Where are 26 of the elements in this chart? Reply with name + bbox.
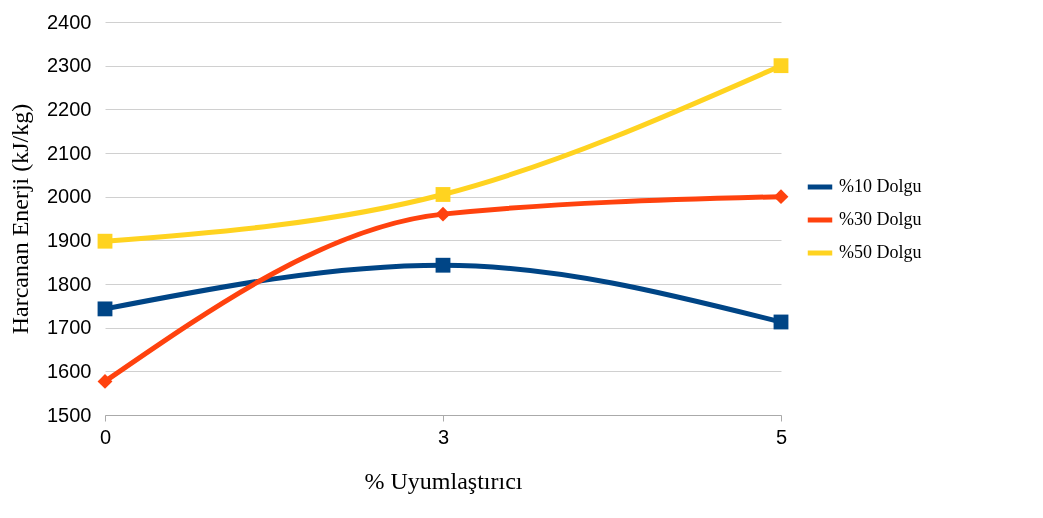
y-tick-label: 2100 [47,141,92,164]
point [435,187,451,202]
y-tick-label: 2000 [47,185,92,208]
point [97,301,113,317]
y-axis-title: Harcanan Enerji (kJ/kg) [7,103,34,335]
point [97,373,113,389]
point [97,233,113,249]
point [435,206,451,222]
x-tick-label: 3 [437,425,450,448]
legend-label: %50 Dolgu [839,242,922,262]
y-tick-label: 2300 [47,54,92,77]
point [773,58,789,74]
y-tick-label: 1700 [47,316,92,339]
point [773,189,789,205]
legend-label: %10 Dolgu [839,176,922,196]
y-tick-label: 1500 [47,403,92,426]
y-tick-label: 1900 [47,228,92,251]
x-axis-title: % Uyumlaştırıcı [364,467,523,494]
x-tick-label: 0 [99,425,112,448]
point [435,257,451,273]
x-tick-label: 5 [775,425,788,448]
y-tick-label: 2200 [47,97,92,120]
y-tick-label: 1600 [47,359,92,382]
y-tick-label: 1800 [47,272,92,295]
legend-label: %30 Dolgu [839,209,922,229]
y-tick-label: 2400 [47,10,92,33]
